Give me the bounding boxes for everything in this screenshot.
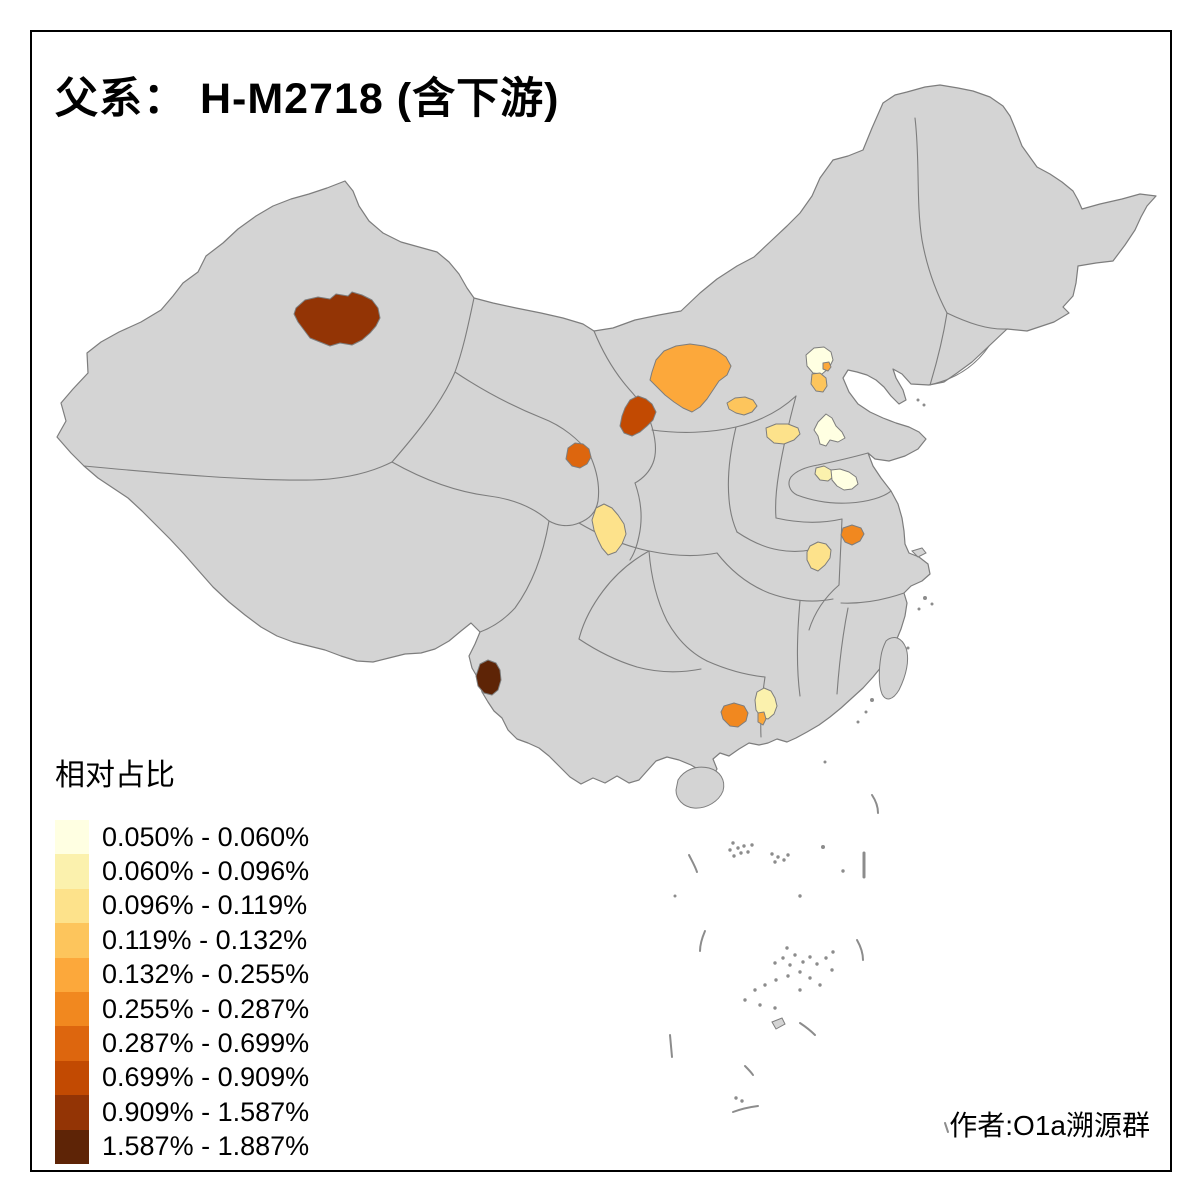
legend-swatch-5	[55, 991, 89, 1027]
legend-title: 相对占比	[55, 759, 175, 792]
legend-swatch-8	[55, 1095, 89, 1130]
region-jiangsu-central	[840, 524, 865, 546]
region-hebei-south	[813, 413, 846, 447]
region-sichuan-north	[591, 503, 627, 556]
province-borders	[83, 117, 1008, 738]
legend-label-0: 0.050% - 0.060%	[102, 821, 310, 852]
legend-item-2: 0.096% - 0.119%	[55, 888, 309, 924]
legend-swatch-6	[55, 1026, 89, 1061]
south-sea-islets	[669, 794, 949, 1133]
region-xinjiang-north	[293, 291, 381, 347]
region-hebei-strip	[810, 372, 828, 393]
legend-item-0: 0.050% - 0.060%	[55, 820, 310, 855]
china-landmass	[56, 84, 1157, 785]
legend-item-5: 0.255% - 0.287%	[55, 991, 310, 1027]
region-guangdong-delta	[757, 711, 767, 726]
choropleth-regions	[293, 291, 865, 728]
attribution: 作者:O1a溯源群	[949, 1110, 1150, 1141]
legend-swatch-3	[55, 923, 89, 958]
legend-label-1: 0.060% - 0.096%	[102, 856, 310, 887]
region-inner-mongolia-west	[649, 343, 732, 413]
legend-item-7: 0.699% - 0.909%	[55, 1060, 310, 1096]
region-beijing-city	[822, 361, 832, 372]
region-gansu-lanzhou	[565, 442, 592, 469]
legend-item-9: 1.587% - 1.887%	[55, 1129, 310, 1164]
legend-swatch-9	[55, 1129, 89, 1164]
region-yunnan-west	[475, 659, 502, 696]
legend-label-2: 0.096% - 0.119%	[102, 890, 308, 921]
legend-swatch-1	[55, 854, 89, 889]
legend-label-6: 0.287% - 0.699%	[102, 1028, 310, 1059]
legend-item-1: 0.060% - 0.096%	[55, 854, 310, 889]
hainan-island	[675, 766, 725, 809]
region-shanxi-north	[726, 396, 758, 416]
region-guangdong-central	[754, 687, 778, 720]
legend-label-8: 0.909% - 1.587%	[102, 1096, 310, 1127]
legend-item-4: 0.132% - 0.255%	[55, 957, 310, 992]
taiwan-island	[878, 637, 909, 700]
legend-label-4: 0.132% - 0.255%	[102, 959, 310, 990]
legend-item-8: 0.909% - 1.587%	[55, 1095, 310, 1130]
region-guangxi-east	[720, 702, 749, 728]
region-shandong-west	[814, 465, 834, 482]
legend-rows: 0.050% - 0.060% 0.060% - 0.096% 0.096% - 0…	[55, 820, 309, 1164]
islands	[675, 398, 934, 809]
legend-label-3: 0.119% - 0.132%	[102, 924, 308, 955]
region-shanxi-central	[765, 423, 801, 445]
chongming-island	[911, 547, 927, 558]
legend-swatch-2	[55, 888, 89, 924]
legend-label-5: 0.255% - 0.287%	[102, 993, 310, 1024]
legend-label-9: 1.587% - 1.887%	[102, 1131, 310, 1162]
region-anhui-central	[806, 541, 832, 572]
legend-item-6: 0.287% - 0.699%	[55, 1026, 310, 1061]
region-shandong-central	[830, 468, 859, 491]
legend-swatch-0	[55, 820, 89, 855]
legend-item-3: 0.119% - 0.132%	[55, 923, 309, 958]
region-ningxia	[619, 395, 657, 437]
legend: 相对占比 0.050% - 0.060% 0.060% - 0.096% 0.096…	[55, 750, 309, 1164]
china-outline	[56, 84, 1157, 785]
legend-swatch-4	[55, 957, 89, 992]
legend-label-7: 0.699% - 0.909%	[102, 1062, 310, 1093]
legend-swatch-7	[55, 1060, 89, 1096]
plot-title: 父系： H-M2718 (含下游)	[55, 75, 560, 123]
